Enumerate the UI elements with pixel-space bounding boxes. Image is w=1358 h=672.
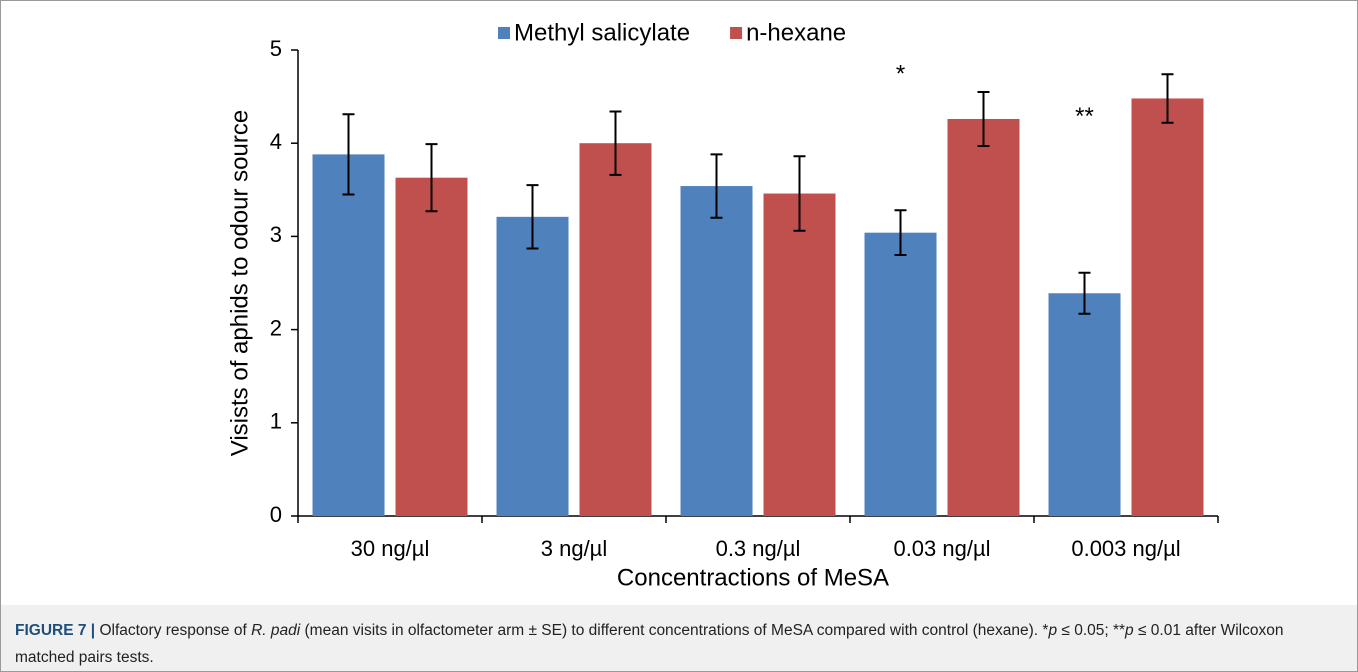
caption-text: Olfactory response of [95,622,252,639]
bar [395,177,468,516]
significance-mark: ** [1075,103,1094,130]
y-tick-label: 0 [270,502,282,527]
y-tick-label: 2 [270,315,282,340]
x-tick-label: 3 ng/µl [541,536,608,561]
error-bar [710,153,723,219]
error-bar [793,155,806,232]
caption: FIGURE 7 | Olfactory response of R. padi… [1,605,1357,671]
caption-text: FIGURE 7 | [15,622,96,639]
bar [312,154,385,516]
caption-text: p [1048,622,1058,639]
bar [680,186,753,516]
y-tick-label: 4 [270,129,282,154]
caption-text: ≤ 0.01 after Wilcoxon matched pairs test… [15,622,1284,666]
x-tick-label: 0.003 ng/µl [1071,536,1180,561]
error-bar [977,90,990,147]
x-tick-label: 0.03 ng/µl [893,536,990,561]
caption-text: (mean visits in olfactometer arm ± SE) t… [300,622,1049,639]
legend-swatch [498,27,510,39]
error-bar [609,110,622,176]
y-axis-label: Visists of aphids to odour source [226,110,253,456]
significance-mark: * [896,61,905,88]
caption-text: ≤ 0.05; ** [1057,622,1126,639]
error-bar [894,209,907,257]
error-bar [1078,271,1091,315]
bar [947,118,1020,516]
bar [864,232,937,516]
bar [579,143,652,516]
error-bar [425,143,438,213]
error-bar [526,184,539,250]
x-tick-label: 30 ng/µl [351,536,430,561]
error-bar [342,113,355,196]
bar [496,216,569,516]
bar [1131,98,1204,517]
x-tick-label: 0.3 ng/µl [716,536,801,561]
y-tick-label: 3 [270,222,282,247]
legend-label: Methyl salicylate [514,19,690,46]
y-tick-label: 5 [270,36,282,61]
chart: Visists of aphids to odour source Concen… [226,19,1219,591]
x-axis-label: Concentractions of MeSA [617,564,889,591]
bar [763,193,836,516]
legend-swatch [730,27,743,39]
bar [1048,293,1121,516]
error-bar [1161,73,1174,124]
caption-text: p [1125,622,1134,639]
y-tick-label: 1 [270,409,282,434]
legend-label: n-hexane [746,19,846,46]
caption-text: R. padi [251,622,301,639]
